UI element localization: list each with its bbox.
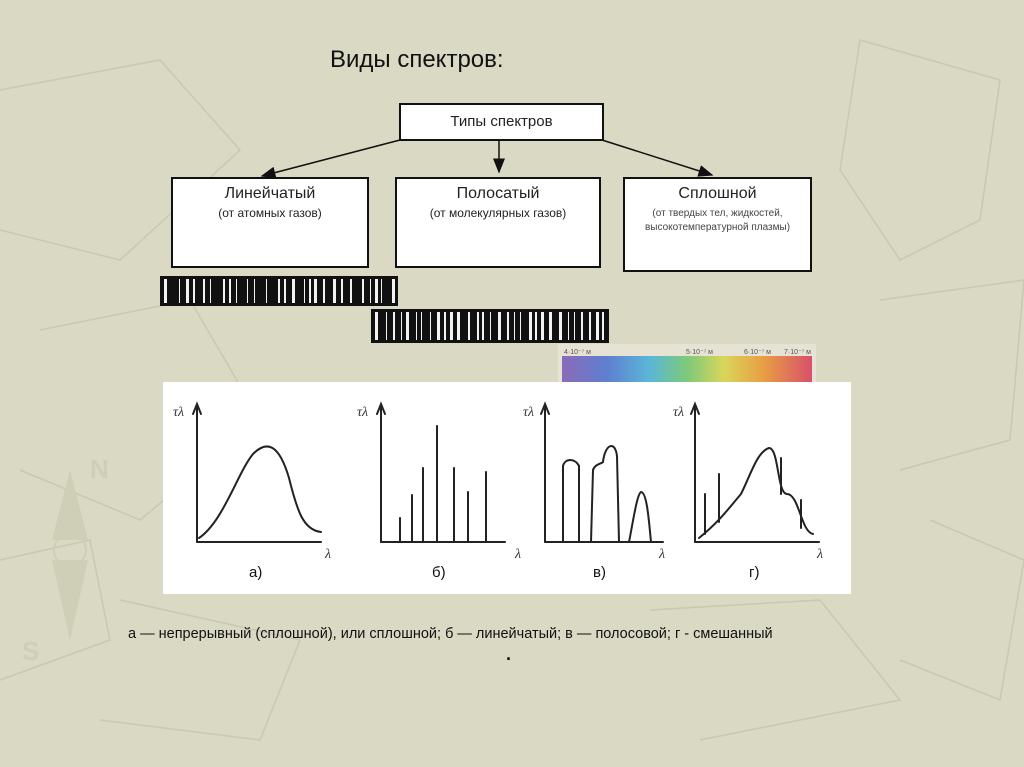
spectral-line: [236, 279, 237, 303]
y-axis-label: τλ: [357, 405, 368, 420]
spectral-line: [520, 312, 521, 340]
graphs-panel: τλ λ τλ λ τλ λ τλ λ а) б) в) г): [163, 382, 851, 594]
y-axis-label: τλ: [173, 405, 184, 420]
x-axis-label: λ: [514, 547, 521, 562]
y-axis-label: τλ: [523, 405, 534, 420]
root-label: Типы спектров: [450, 113, 552, 130]
x-axis-label: λ: [816, 547, 823, 562]
spectral-line: [314, 279, 317, 303]
spectral-line: [457, 312, 460, 340]
graphs-svg: τλ λ τλ λ τλ λ τλ λ: [163, 382, 851, 594]
line-spectrum-strip: [160, 276, 398, 306]
graph-v: [541, 404, 663, 542]
spectral-line: [535, 312, 537, 340]
band-spectrum-strip: [371, 309, 609, 343]
spectral-line: [247, 279, 248, 303]
scale-label: 5·10⁻⁷ м: [686, 349, 713, 356]
scale-label: 7·10⁻⁷ м: [784, 349, 811, 356]
spectral-line: [370, 279, 371, 303]
graph-a: [193, 404, 321, 542]
spectral-line: [468, 312, 470, 340]
root-node: Типы спектров: [399, 103, 604, 141]
spectral-line: [362, 279, 364, 303]
spectral-line: [596, 312, 599, 340]
spectral-line: [437, 312, 440, 340]
node-sublabel: (от молекулярных газов): [397, 206, 599, 220]
spectral-line: [193, 279, 195, 303]
spectral-line: [507, 312, 509, 340]
spectral-line: [568, 312, 569, 340]
spectral-line: [210, 279, 211, 303]
spectral-line: [529, 312, 532, 340]
spectral-line: [574, 312, 575, 340]
node-sublabel: (от твердых тел, жидкостей, высокотемпер…: [625, 207, 810, 235]
node-label: Линейчатый: [173, 185, 367, 203]
caption-dot: .: [506, 644, 511, 665]
arrow-to-cont: [602, 140, 712, 175]
spectral-line: [284, 279, 286, 303]
spectral-line: [278, 279, 280, 303]
spectral-line: [406, 312, 409, 340]
node-label: Полосатый: [397, 185, 599, 203]
graph-caption: а): [249, 564, 262, 581]
spectral-line: [477, 312, 479, 340]
spectral-line: [498, 312, 501, 340]
continuous-spectrum-strip: 4·10⁻⁷ м 5·10⁻⁷ м 6·10⁻⁷ м 7·10⁻⁷ м: [558, 344, 816, 386]
spectral-line: [541, 312, 544, 340]
node-continuous-spectrum: Сплошной (от твердых тел, жидкостей, выс…: [623, 177, 812, 272]
spectral-line: [392, 279, 395, 303]
spectral-line: [304, 279, 305, 303]
spectral-line: [416, 312, 417, 340]
spectral-line: [430, 312, 431, 340]
spectral-line: [203, 279, 205, 303]
spectral-line: [333, 279, 336, 303]
y-axis-label: τλ: [673, 405, 684, 420]
node-label: Сплошной: [625, 185, 810, 203]
node-sublabel: (от атомных газов): [173, 206, 367, 220]
spectral-line: [401, 312, 402, 340]
arrow-to-line: [262, 140, 400, 176]
spectral-line: [375, 279, 378, 303]
spectral-line: [292, 279, 295, 303]
graph-caption: б): [432, 564, 446, 581]
graph-caption: в): [593, 564, 606, 581]
spectral-line: [375, 312, 378, 340]
spectral-line: [490, 312, 491, 340]
spectral-line: [482, 312, 484, 340]
spectral-line: [549, 312, 552, 340]
spectral-line: [393, 312, 395, 340]
spectral-line: [381, 279, 382, 303]
spectral-line: [444, 312, 446, 340]
graph-b: [377, 404, 505, 542]
spectral-line: [186, 279, 189, 303]
scale-label: 6·10⁻⁷ м: [744, 349, 771, 356]
spectral-line: [386, 312, 387, 340]
spectral-line: [223, 279, 225, 303]
spectral-line: [254, 279, 255, 303]
node-line-spectrum: Линейчатый (от атомных газов): [171, 177, 369, 268]
graph-g: [691, 404, 819, 542]
spectral-line: [309, 279, 311, 303]
spectral-line: [341, 279, 343, 303]
spectral-line: [323, 279, 325, 303]
spectral-line: [589, 312, 591, 340]
x-axis-label: λ: [658, 547, 665, 562]
spectral-line: [421, 312, 422, 340]
spectral-line: [450, 312, 453, 340]
spectral-line: [164, 279, 167, 303]
figure-caption: а — непрерывный (сплошной), или сплошной…: [128, 626, 773, 642]
node-band-spectrum: Полосатый (от молекулярных газов): [395, 177, 601, 268]
spectral-line: [266, 279, 267, 303]
spectral-line: [350, 279, 352, 303]
graph-caption: г): [749, 564, 759, 581]
x-axis-label: λ: [324, 547, 331, 562]
spectral-line: [514, 312, 515, 340]
scale-label: 4·10⁻⁷ м: [564, 349, 591, 356]
spectral-line: [179, 279, 180, 303]
spectral-line: [229, 279, 231, 303]
spectral-line: [602, 312, 604, 340]
spectral-line: [559, 312, 562, 340]
spectral-line: [581, 312, 583, 340]
